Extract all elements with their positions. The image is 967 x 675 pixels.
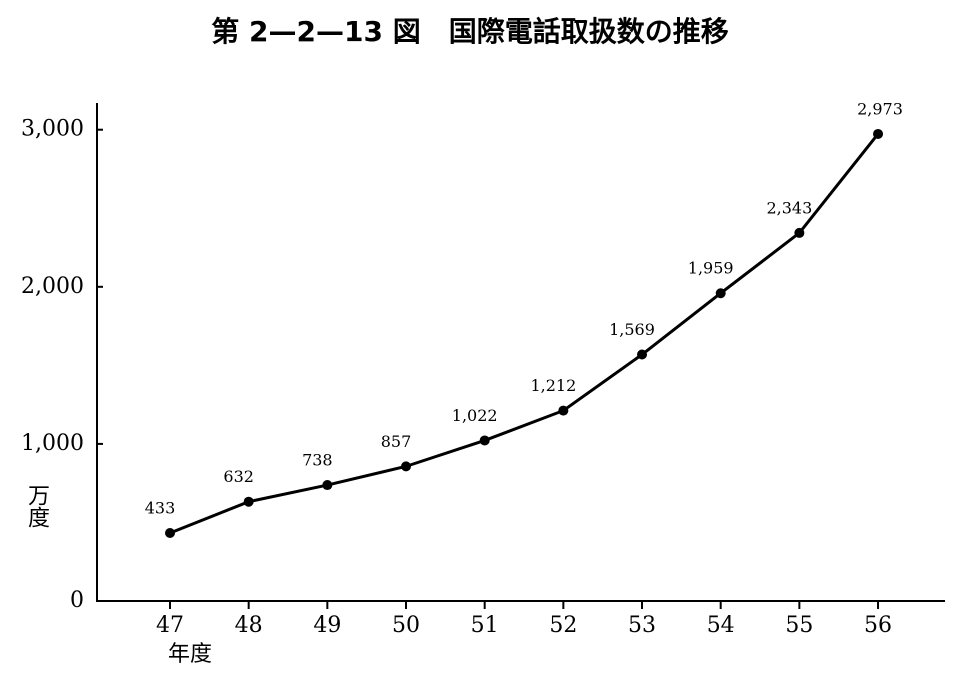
value-label: 857 [381, 432, 412, 451]
y-tick-label: 2,000 [21, 274, 84, 299]
marker [794, 227, 805, 238]
marker [322, 480, 333, 491]
marker [873, 128, 884, 139]
value-label: 1,212 [530, 376, 576, 395]
marker [243, 496, 254, 507]
value-label: 2,973 [857, 99, 903, 118]
value-label: 2,343 [766, 198, 812, 217]
x-tick-label: 50 [392, 613, 420, 638]
x-tick-label: 53 [628, 613, 656, 638]
marker [637, 349, 648, 360]
x-tick-label: 54 [707, 613, 735, 638]
x-tick-label: 51 [471, 613, 499, 638]
y-tick-label: 0 [70, 588, 84, 613]
x-tick-label: 47 [156, 613, 184, 638]
x-tick-label: 52 [549, 613, 577, 638]
value-label: 632 [223, 467, 254, 486]
marker [165, 527, 175, 538]
line [169, 133, 880, 535]
marker [715, 288, 726, 299]
y-axis-label: 万度 [24, 484, 50, 528]
marker [558, 405, 569, 416]
x-tick-label: 48 [235, 613, 263, 638]
value-label: 433 [145, 498, 176, 517]
x-tick-label: 56 [864, 613, 892, 638]
y-tick-label: 3,000 [21, 117, 84, 142]
marker [479, 435, 490, 446]
value-label: 1,959 [688, 259, 734, 278]
x-axis-label: 年度 [168, 642, 212, 667]
chart-title: 第 2—2—13 図 国際電話取扱数の推移 [211, 15, 728, 48]
value-label: 1,569 [609, 320, 655, 339]
value-label: 738 [302, 451, 333, 470]
x-tick-label: 55 [785, 613, 813, 638]
value-label: 1,022 [452, 406, 498, 425]
x-tick-label: 49 [313, 613, 341, 638]
y-tick-label: 1,000 [21, 431, 84, 456]
marker [401, 461, 412, 472]
